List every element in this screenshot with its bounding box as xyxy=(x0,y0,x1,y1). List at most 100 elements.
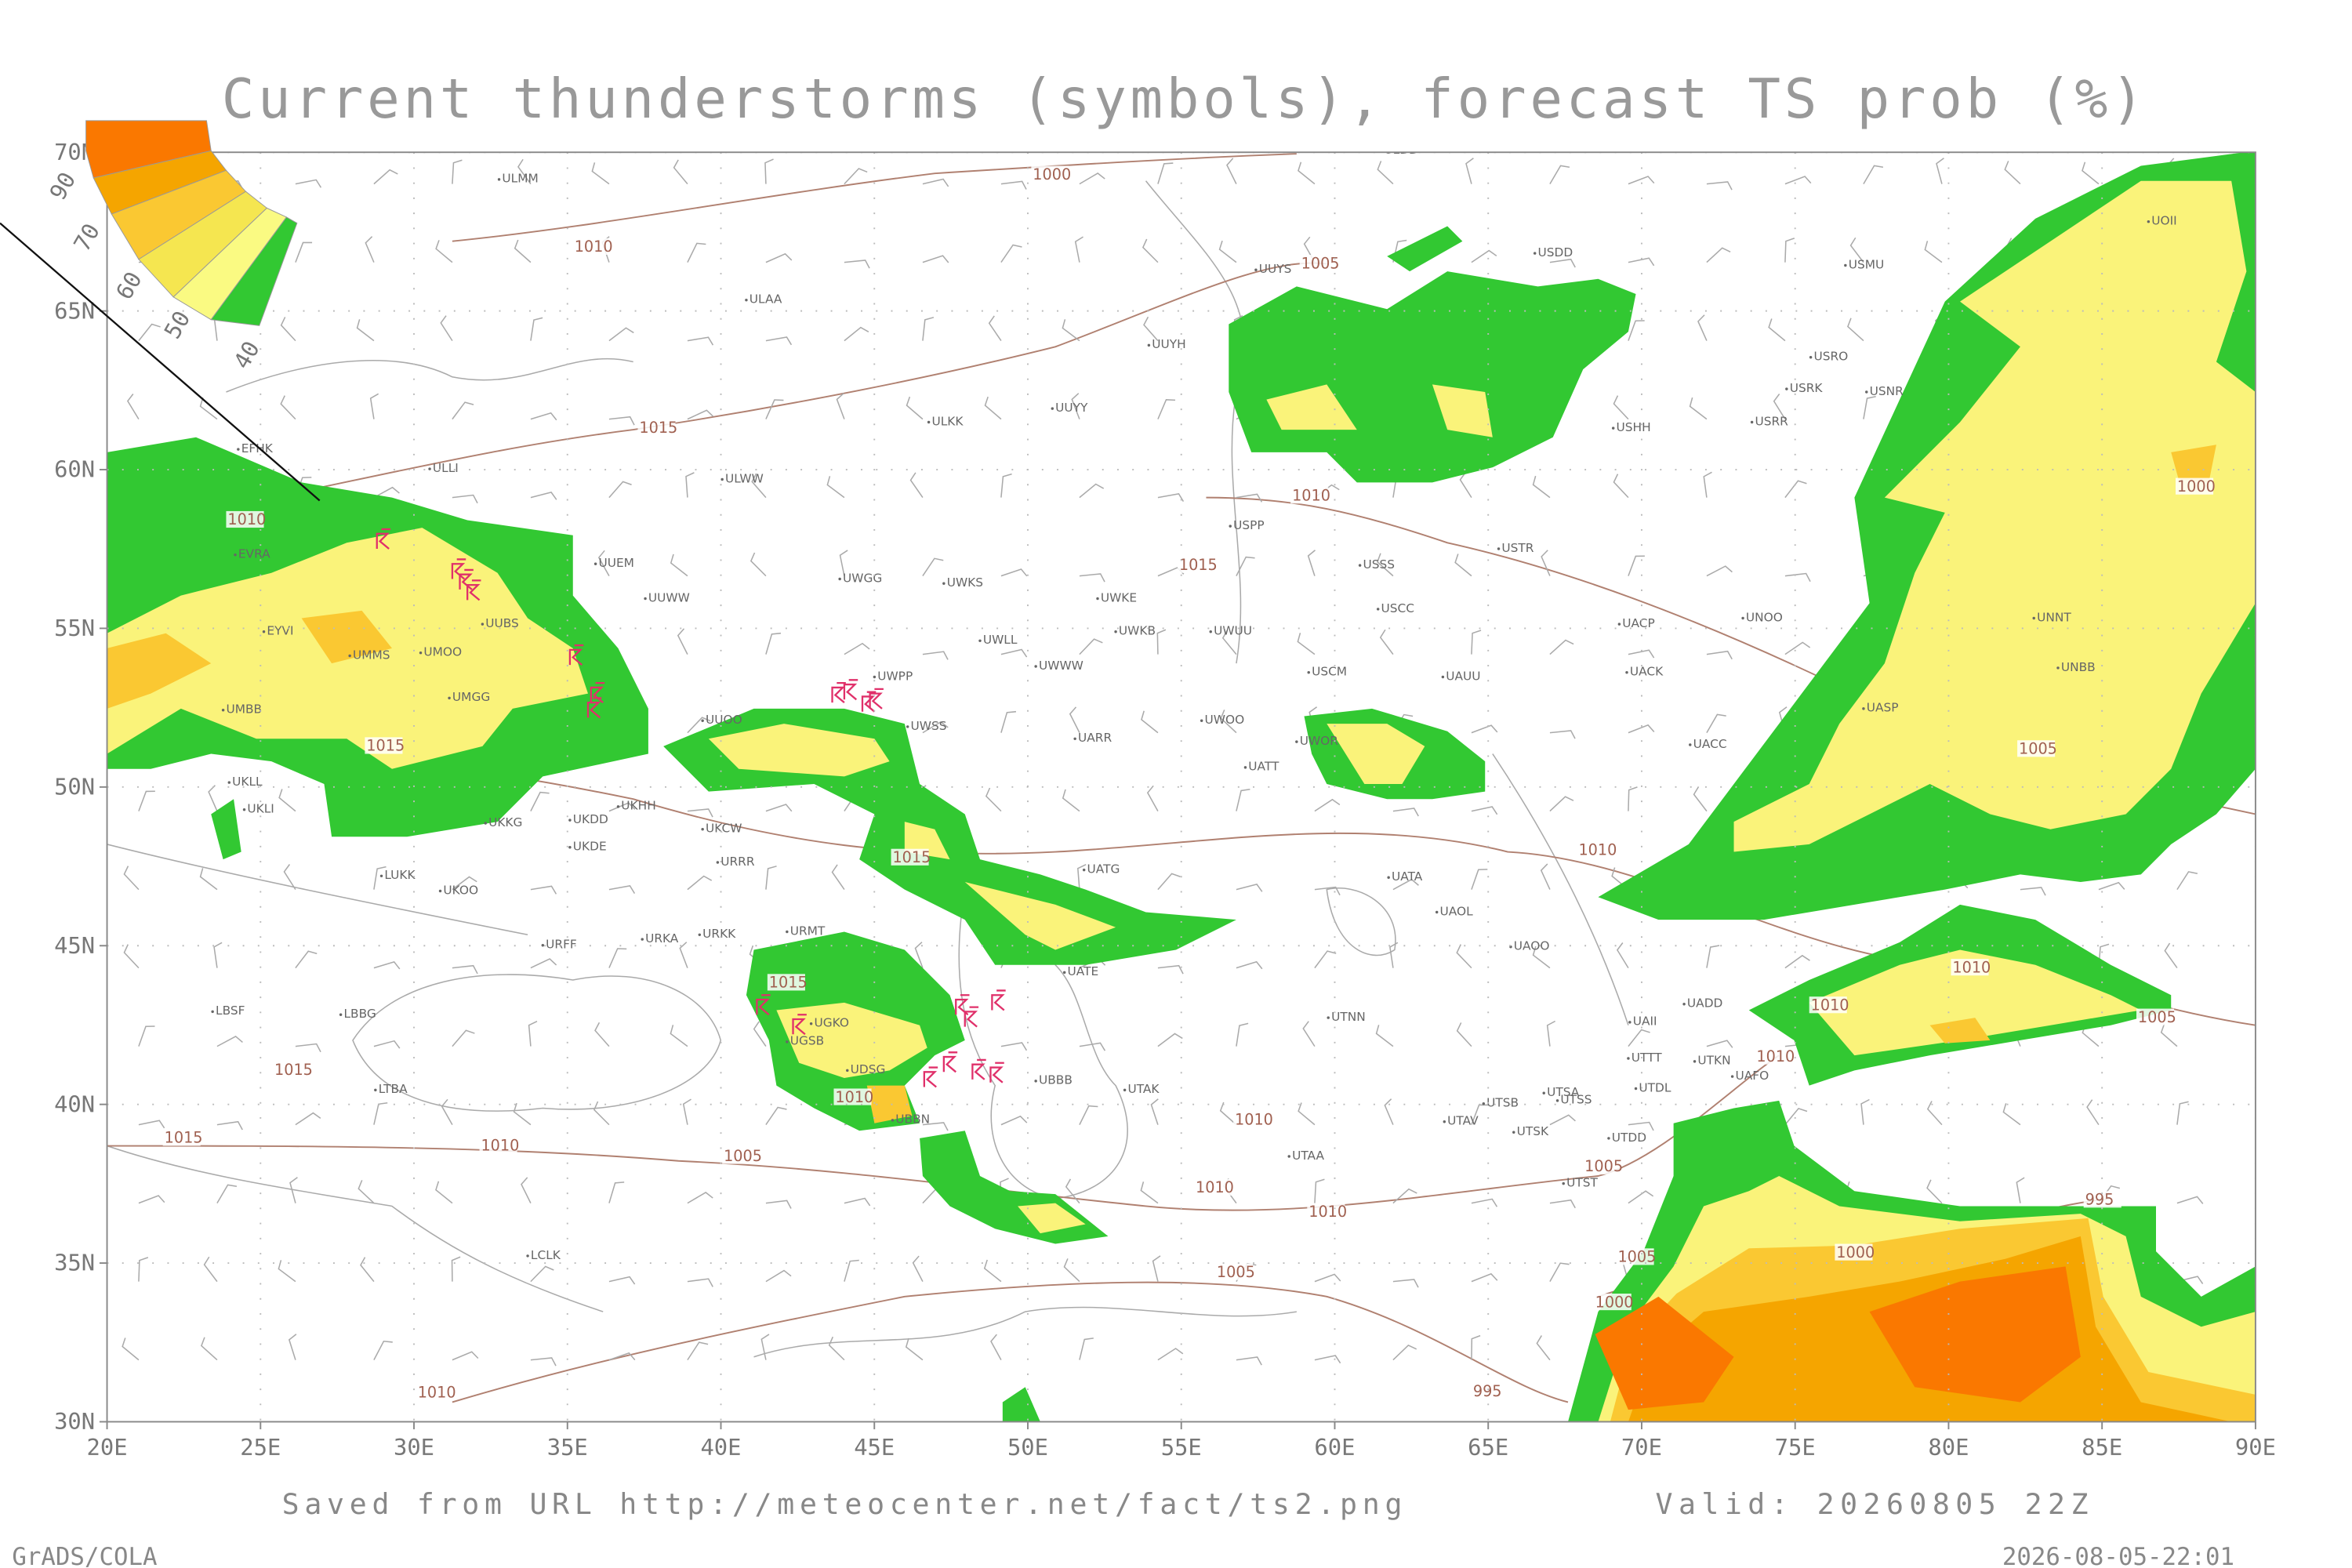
wind-barb xyxy=(1076,863,1087,890)
station-label: UMOO xyxy=(423,645,462,659)
isobar-label-bg xyxy=(1299,255,1338,272)
wind-barb xyxy=(1773,394,1786,420)
wind-barb xyxy=(1302,1021,1316,1047)
prob-area xyxy=(1733,180,2256,852)
station-dot xyxy=(1034,665,1037,668)
x-tick-label: 40E xyxy=(700,1434,741,1461)
isobar-label-bg xyxy=(1215,1263,1254,1280)
wind-barb xyxy=(295,950,318,969)
station-label: UAFO xyxy=(1735,1069,1769,1083)
wind-barb xyxy=(1628,1121,1654,1131)
station-label: UTSK xyxy=(1517,1124,1549,1138)
wind-barb xyxy=(360,1257,375,1283)
station-dot xyxy=(616,805,620,808)
station-label: URRR xyxy=(720,855,755,869)
wind-barb xyxy=(685,472,695,498)
wind-barb xyxy=(1389,942,1399,968)
projection-line xyxy=(0,222,321,502)
wind-barb xyxy=(608,1181,625,1203)
isobar-label-bg xyxy=(1233,1111,1272,1128)
wind-barb xyxy=(123,866,140,891)
isobar-label-bg xyxy=(1809,996,1847,1014)
station-dot xyxy=(641,938,644,941)
wind-barb xyxy=(1377,161,1394,185)
wind-barb xyxy=(679,942,688,968)
wind-barb xyxy=(1471,724,1498,734)
station-label: UKKG xyxy=(488,815,522,829)
wind-barb xyxy=(597,550,610,576)
wind-barb xyxy=(1613,474,1629,499)
x-tick-label: 70E xyxy=(1621,1434,1662,1461)
wind-barb xyxy=(452,876,477,891)
isobar-label: 995 xyxy=(2085,1191,2114,1209)
isobar-label-bg xyxy=(1593,1294,1632,1311)
wind-barb xyxy=(126,394,140,420)
wind-barb xyxy=(1236,884,1263,892)
wind-barb xyxy=(1549,1199,1576,1209)
station-label: ULLI xyxy=(433,461,459,475)
isobar-labels: 1000 1010 1005 1015 1010 1010 1015 1000 1015 1005… xyxy=(162,165,2216,1402)
isobar-label-bg xyxy=(637,419,676,436)
station-label: ULMM xyxy=(502,172,538,186)
isobar-label-bg xyxy=(1577,841,1615,858)
storm-symbol xyxy=(466,579,481,601)
wind-barb xyxy=(1628,176,1655,185)
x-tick-label: 25E xyxy=(240,1434,281,1461)
isobar-label: 1015 xyxy=(366,737,405,755)
wind-barb xyxy=(1549,796,1574,812)
wind-barb xyxy=(1314,1273,1341,1283)
wind-barb xyxy=(1392,1188,1417,1204)
wind-barb xyxy=(1471,1334,1481,1360)
station-label: UTTT xyxy=(1632,1051,1662,1065)
station-dot xyxy=(906,725,909,728)
station-dot xyxy=(1689,743,1692,746)
wind-barb xyxy=(1079,483,1105,499)
isobar-label-bg xyxy=(162,1129,201,1146)
stations: ULMM ULDD UUYS USDD UOII USMU ULAA UUYH USRO USRK… xyxy=(211,152,2177,1262)
station-dot xyxy=(745,298,748,302)
wind-barb xyxy=(912,1255,924,1282)
station-label: USMU xyxy=(1849,257,1885,271)
x-tick-label: 35E xyxy=(547,1434,588,1461)
isobar-label: 1015 xyxy=(274,1061,313,1079)
wind-barb xyxy=(138,323,161,342)
prob-area xyxy=(1002,1387,1040,1422)
wind-barb xyxy=(1314,1355,1341,1364)
wind-barb xyxy=(1157,1033,1183,1047)
station-dot xyxy=(716,861,720,864)
station-dot xyxy=(1730,1075,1734,1078)
wind-barb xyxy=(1000,568,1028,577)
prob-area xyxy=(1327,724,1425,784)
station-dot xyxy=(1307,670,1310,674)
wind-barb xyxy=(216,1184,238,1204)
station-dot xyxy=(568,818,572,822)
station-label: UASP xyxy=(1867,701,1899,715)
wind-barb xyxy=(922,651,949,660)
wind-barb xyxy=(1706,713,1726,734)
wind-barb xyxy=(452,1351,479,1361)
wind-barb xyxy=(591,162,610,185)
station-label: UATA xyxy=(1392,869,1423,884)
wind-barb xyxy=(1236,788,1250,811)
station-label: UWSS xyxy=(911,719,947,733)
station-dot xyxy=(419,651,423,655)
storm-symbol xyxy=(991,989,1006,1011)
wind-barb xyxy=(687,1278,713,1287)
storm-symbol xyxy=(923,1066,938,1088)
wind-barb xyxy=(1628,786,1638,811)
wind-barb xyxy=(1297,633,1316,655)
station-label: ULKK xyxy=(931,414,964,428)
wind-barb xyxy=(1549,730,1576,739)
station-label: UNOO xyxy=(1746,610,1783,624)
station-dot xyxy=(1862,707,1865,710)
prob-area xyxy=(1018,1203,1086,1234)
isobar-label-bg xyxy=(833,1088,872,1105)
station-dot xyxy=(438,889,442,893)
station-dot xyxy=(1243,766,1247,769)
station-label: UAOO xyxy=(1514,939,1550,953)
station-label: UWUU xyxy=(1214,624,1252,638)
wind-barb xyxy=(1000,710,1017,733)
station-label: UWOO xyxy=(1205,713,1245,727)
wind-barb xyxy=(122,1338,140,1361)
station-label: UNBB xyxy=(2061,660,2096,674)
